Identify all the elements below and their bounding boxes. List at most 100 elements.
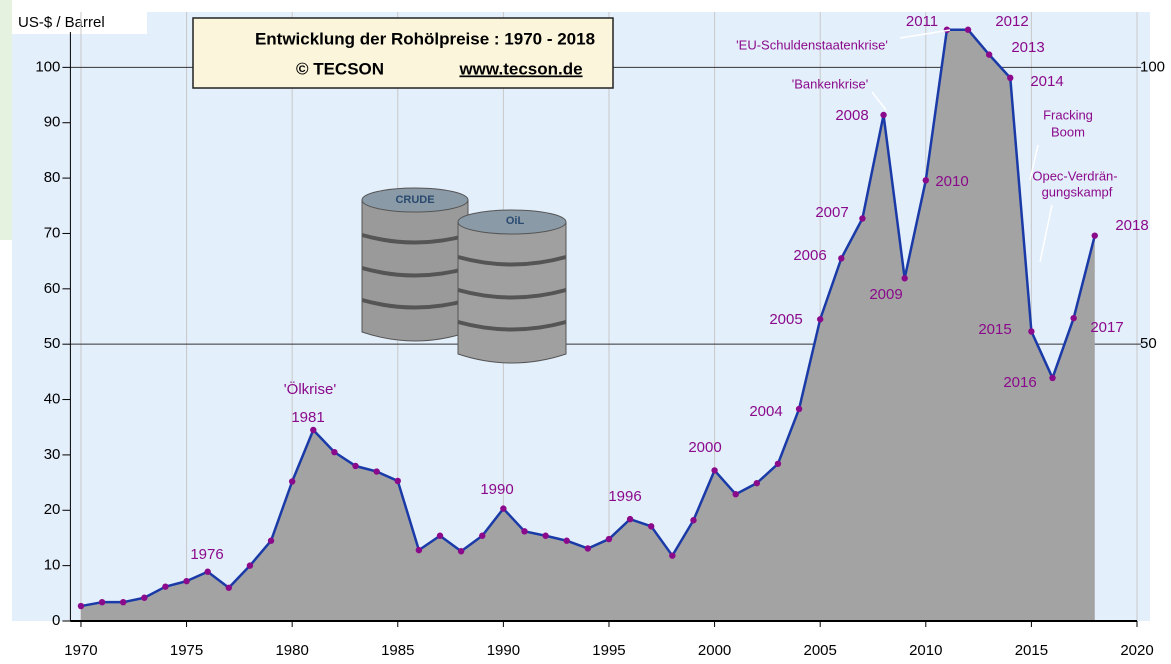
x-tick-label: 1980 [275,642,308,659]
annotation: 2018 [1115,217,1148,234]
annotation: 2008 [835,107,868,124]
marker [690,517,697,524]
marker [880,111,887,119]
x-tick-label: 2020 [1120,642,1153,659]
marker [310,426,317,434]
barrels: CRUDE OiL [361,187,567,364]
x-tick-label: 2005 [804,642,837,659]
annotation: 1996 [608,488,641,505]
annotation: 2004 [749,403,782,420]
marker [352,462,359,470]
marker [648,523,655,530]
y2-tick-label: 100 [1140,58,1165,75]
marker [77,602,85,610]
annotation: 1976 [190,546,223,563]
marker [816,316,824,323]
marker [141,594,148,601]
y-tick-label: 20 [44,501,61,518]
annotation: 2009 [869,286,902,303]
marker [838,255,845,262]
annotation: 2017 [1090,319,1123,336]
x-tick-label: 1995 [592,642,625,659]
x-tick-label: 2010 [909,642,942,659]
marker [288,478,296,485]
annotation: 2013 [1011,39,1044,56]
y-tick-label: 70 [44,224,61,241]
marker [500,505,507,512]
x-tick-label: 2015 [1015,642,1048,659]
annotation: Boom [1051,124,1085,139]
y-tick-label: 60 [44,280,61,297]
website: www.tecson.de [458,59,582,78]
y-tick-label: 50 [44,335,61,352]
annotation: 2016 [1003,374,1036,391]
y-tick-label: 0 [52,612,60,629]
annotation: 2012 [995,13,1028,30]
marker [774,460,782,467]
annotation: 2010 [935,173,968,190]
marker [859,215,866,222]
label-bg [12,12,147,34]
x-tick-label: 1970 [64,642,97,659]
annotation: Fracking [1043,107,1093,122]
annotation: gungskampf [1042,184,1113,199]
y-tick-label: 10 [44,557,61,574]
marker [1028,328,1035,335]
marker [542,532,549,539]
marker [373,468,380,475]
y-tick-label: 100 [35,58,60,75]
annotation: 2007 [815,204,848,221]
marker [1049,374,1056,382]
marker [795,405,803,413]
marker [479,532,486,539]
x-tick-label: 1975 [170,642,203,659]
annotation: 'EU-Schuldenstaatenkrise' [736,37,888,52]
annotation: Opec-Verdrän- [1032,168,1117,183]
marker [225,584,233,591]
annotation: 'Bankenkrise' [792,76,869,91]
marker [267,537,275,544]
annotation: 1981 [291,409,324,426]
marker [901,275,908,282]
marker [922,177,929,184]
marker [605,535,613,543]
y-tick-label: 40 [44,391,61,408]
annotation: 2011 [906,13,938,30]
marker [98,598,106,606]
marker [246,562,254,569]
marker [964,26,972,33]
copyright: © TECSON [296,59,384,78]
pointer [899,29,951,39]
marker [331,448,338,456]
barrel: CRUDE [361,187,469,342]
pointer [1029,144,1039,181]
marker [183,577,190,585]
annotations: 1976 'Ölkrise' 1981 1990 1996 2000 2004 2005 200… [190,13,1148,563]
annotation: 2006 [793,247,826,264]
marker [584,545,592,552]
marker [120,598,127,606]
marker [753,479,761,487]
chart-title: Entwicklung der Rohölpreise : 1970 - 201… [255,29,595,48]
marker [394,477,401,485]
marker [162,583,169,590]
barrel: OiL [457,209,567,364]
annotation: 2005 [769,311,802,328]
area [80,29,1095,621]
marker [1091,232,1098,239]
y-tick-label: 80 [44,169,61,186]
marker [732,491,739,498]
pointer [1039,204,1053,263]
side-panel [0,0,12,240]
annotation: 'Ölkrise' [284,380,337,398]
marker [436,532,444,539]
svg-text:CRUDE: CRUDE [395,194,434,206]
marker [521,528,528,535]
x-tick-label: 2000 [698,642,731,659]
marker [457,548,465,555]
marker [669,552,676,559]
y2-tick-label: 50 [1140,335,1157,352]
marks [77,26,1098,621]
y-tick-label: 90 [44,114,61,131]
